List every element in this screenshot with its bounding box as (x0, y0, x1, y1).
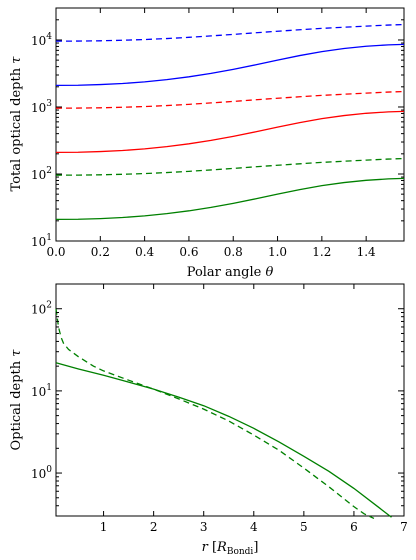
bottom-y-axis-label: Optical depth τ (9, 349, 24, 451)
bottom-series-1-line (55, 362, 392, 518)
top-y-tick-label: 101 (31, 233, 52, 249)
bottom-x-axis-label: r [RBondi] (202, 540, 259, 557)
top-plot-frame (55, 7, 405, 242)
bottom-x-tick-label: 6 (350, 520, 358, 534)
bottom-chart: 1 2 3 4 5 6 7 100 101 102 r [RBondi] Optical dep… (9, 283, 408, 557)
top-y-tick-label: 104 (31, 32, 52, 48)
top-series-1-line (55, 23, 405, 42)
top-x-tick-label: 0.2 (91, 245, 110, 259)
top-x-tick-label: 0.6 (179, 245, 198, 259)
top-x-axis-label: Polar angle θ (187, 265, 274, 280)
top-series-6-line (55, 177, 405, 221)
top-y-tick-label: 103 (31, 99, 52, 115)
bottom-series-group (55, 308, 392, 520)
bottom-y-tick-label: 102 (31, 301, 52, 317)
top-y-axis-label: Total optical depth τ (9, 56, 24, 192)
top-series-group (55, 23, 405, 221)
top-x-tick-label: 0.0 (46, 245, 65, 259)
bottom-x-tick-label: 7 (400, 520, 408, 534)
top-x-tick-label: 1.4 (357, 245, 376, 259)
top-x-tick-label: 1.0 (268, 245, 287, 259)
bottom-plot-frame (55, 283, 405, 517)
bottom-y-tick-label: 100 (31, 465, 52, 481)
bottom-y-tick-label: 101 (31, 383, 52, 399)
top-x-tick-label: 0.8 (224, 245, 243, 259)
top-series-3-line (55, 90, 405, 109)
top-x-ticks: 0.0 0.2 0.4 0.6 0.8 1.0 1.2 1.4 (46, 8, 376, 259)
top-series-4-line (55, 110, 405, 154)
top-y-ticks: 101 102 103 104 (31, 19, 404, 249)
bottom-x-tick-label: 2 (150, 520, 158, 534)
bottom-x-tick-label: 4 (250, 520, 258, 534)
top-y-tick-label: 102 (31, 166, 52, 182)
top-series-2-line (55, 43, 405, 87)
bottom-x-ticks: 1 2 3 4 5 6 7 (100, 284, 408, 534)
bottom-x-tick-label: 3 (200, 520, 208, 534)
bottom-series-2-line (55, 308, 375, 520)
bottom-x-tick-label: 5 (300, 520, 308, 534)
bottom-y-ticks: 100 101 102 (31, 301, 404, 517)
top-x-tick-label: 0.4 (135, 245, 154, 259)
top-series-5-line (55, 157, 405, 176)
top-x-tick-label: 1.2 (312, 245, 331, 259)
top-chart: 0.0 0.2 0.4 0.6 0.8 1.0 1.2 1.4 101 102 103 104 Po… (9, 7, 405, 280)
bottom-x-tick-label: 1 (100, 520, 108, 534)
